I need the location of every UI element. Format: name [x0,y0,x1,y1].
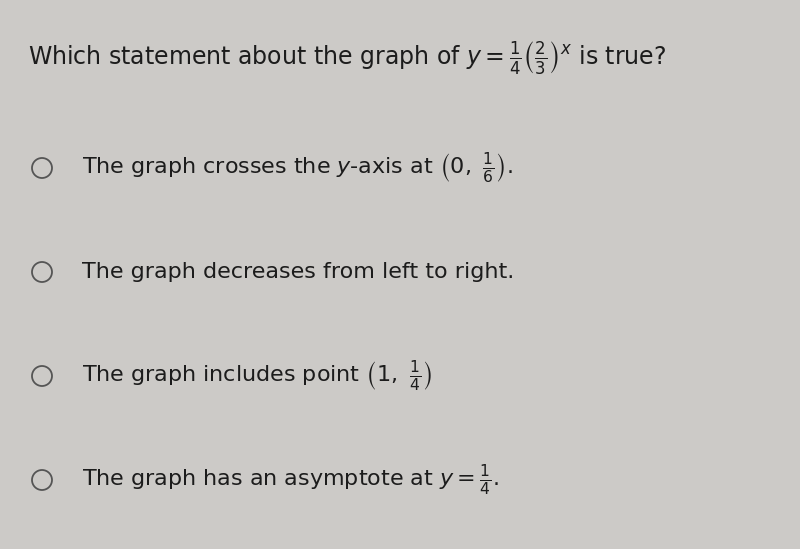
Text: The graph crosses the $y$-axis at $\left(0,\ \frac{1}{6}\right)$.: The graph crosses the $y$-axis at $\left… [82,150,513,186]
Text: The graph decreases from left to right.: The graph decreases from left to right. [82,262,514,282]
Text: Which statement about the graph of $y = \frac{1}{4}\left(\frac{2}{3}\right)^x$ i: Which statement about the graph of $y = … [28,40,666,76]
Text: The graph has an asymptote at $y = \frac{1}{4}$.: The graph has an asymptote at $y = \frac… [82,462,499,497]
Text: The graph includes point $\left(1,\ \frac{1}{4}\right)$: The graph includes point $\left(1,\ \fra… [82,358,432,394]
